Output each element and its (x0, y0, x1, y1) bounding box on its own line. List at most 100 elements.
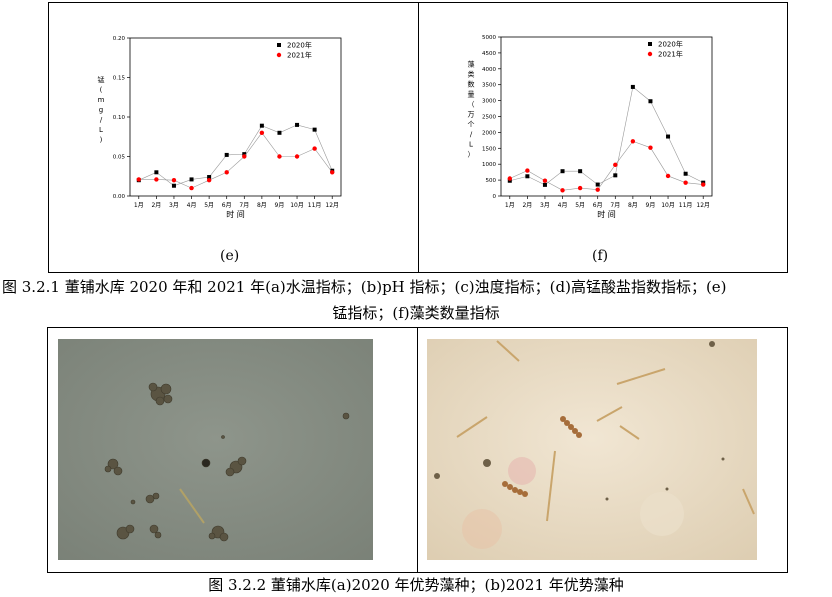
data-point (312, 127, 317, 132)
legend-marker (647, 51, 653, 57)
data-point (507, 176, 512, 181)
y-tick-label: 0.05 (113, 155, 126, 161)
y-tick-label: 3000 (482, 99, 496, 105)
y-tick-label: 1500 (482, 146, 496, 152)
legend-label: 2020年 (658, 40, 683, 49)
data-point (507, 178, 512, 183)
series-line-1 (138, 124, 333, 187)
data-point (666, 134, 671, 139)
data-point (525, 174, 530, 179)
x-tick-label: 12月 (696, 202, 710, 209)
data-point (542, 182, 547, 187)
data-point (171, 183, 176, 188)
plot-area (500, 36, 713, 197)
y-tick-label: 3500 (482, 83, 496, 89)
data-point (295, 122, 300, 127)
x-tick-label: 10月 (661, 202, 675, 209)
y-tick-label: 4500 (482, 51, 496, 57)
data-point (595, 187, 600, 192)
x-tick-label: 3月 (540, 202, 550, 209)
y-tick-label: 0.10 (113, 115, 126, 121)
data-point (242, 154, 247, 159)
series-line-2 (509, 140, 704, 191)
x-tick-label: 4月 (187, 202, 197, 209)
legend-marker (276, 52, 282, 58)
data-point (206, 178, 212, 183)
data-point (242, 152, 247, 157)
data-point (224, 152, 229, 157)
panel-f-frame (418, 2, 788, 273)
data-point (701, 182, 706, 187)
y-tick-label: 2500 (482, 115, 496, 121)
y-tick-label: 4000 (482, 67, 496, 73)
x-tick-label: 3月 (169, 202, 179, 209)
data-point (224, 170, 229, 175)
x-tick-label: 5月 (575, 202, 585, 209)
x-tick-label: 8月 (628, 202, 638, 209)
data-point (154, 177, 159, 182)
data-point (648, 99, 653, 104)
data-point (630, 139, 636, 144)
microscope-photo-2021 (427, 339, 757, 560)
y-tick-label: 0.00 (113, 194, 126, 200)
data-point (665, 173, 671, 179)
y-tick-label: 0.20 (113, 36, 126, 42)
x-tick-label: 6月 (222, 202, 232, 209)
y-axis-label: 锰(m g / L) (98, 75, 105, 144)
x-tick-label: 12月 (325, 202, 339, 209)
x-axis-label: 时 间 (226, 209, 245, 219)
x-tick-label: 11月 (679, 202, 693, 209)
data-point (154, 170, 159, 175)
data-point (560, 188, 565, 193)
figure-caption-top-line1: 图 3.2.1 董铺水库 2020 年和 2021 年(a)水温指标；(b)pH… (2, 278, 727, 296)
x-tick-label: 9月 (275, 202, 285, 209)
data-point (560, 169, 565, 174)
data-point (189, 185, 194, 191)
y-tick-label: 1000 (482, 162, 496, 168)
legend-label: 2021年 (658, 50, 683, 59)
chart-f: 0 500 1000 1500 2000 2500 3000 3500 4000 4500 5000… (468, 35, 713, 219)
legend-marker (648, 42, 652, 46)
plot-area (129, 37, 342, 197)
legend-label: 2020年 (287, 41, 312, 50)
data-point (277, 130, 282, 135)
data-point (207, 175, 212, 180)
microscope-photo-2020 (58, 339, 373, 560)
y-tick-label: 500 (486, 178, 497, 184)
x-tick-label: 10月 (290, 202, 304, 209)
data-point (136, 177, 141, 182)
data-point (277, 154, 282, 159)
y-tick-label: 2000 (482, 130, 496, 136)
x-tick-label: 5月 (204, 202, 214, 209)
data-point (171, 178, 177, 183)
data-point (330, 170, 335, 175)
data-point (630, 84, 635, 89)
data-point (259, 123, 264, 128)
data-point (595, 182, 600, 187)
data-point (525, 168, 530, 173)
data-point (683, 180, 688, 185)
x-tick-label: 6月 (593, 202, 603, 209)
x-tick-label: 8月 (257, 202, 267, 209)
panel-f-label: (f) (592, 248, 609, 264)
x-tick-label: 1月 (505, 202, 515, 209)
data-point (542, 178, 548, 183)
x-tick-label: 11月 (308, 202, 322, 209)
data-point (683, 171, 688, 176)
series-line-1 (509, 86, 704, 186)
x-tick-label: 2月 (522, 202, 532, 209)
legend-marker (277, 43, 281, 47)
data-point (294, 154, 300, 159)
data-point (312, 146, 317, 151)
data-point (613, 162, 618, 168)
x-tick-label: 1月 (134, 202, 144, 209)
panel-e-label: (e) (220, 248, 240, 264)
x-tick-label: 7月 (239, 202, 249, 209)
y-tick-label: 0.15 (113, 76, 126, 82)
x-tick-label: 9月 (646, 202, 656, 209)
figure-caption-top-line2: 锰指标；(f)藻类数量指标 (332, 304, 500, 322)
figure-caption-bottom: 图 3.2.2 董铺水库(a)2020 年优势藻种；(b)2021 年优势藻种 (208, 576, 624, 594)
data-point (189, 177, 194, 182)
series-line-2 (138, 132, 333, 189)
data-point (259, 130, 265, 135)
